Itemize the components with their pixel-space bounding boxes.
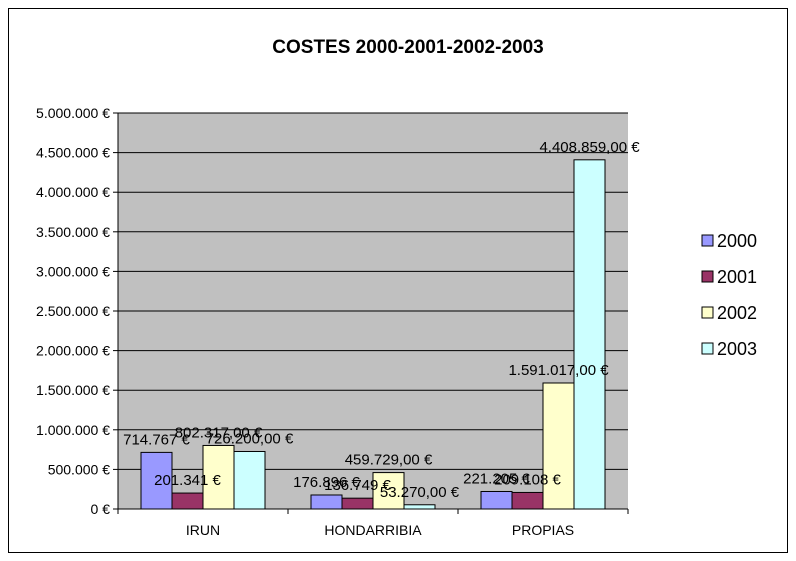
legend-swatch-2000 [701, 234, 714, 247]
data-label: 221.205 € [463, 470, 530, 487]
legend-swatch-2003 [701, 342, 714, 355]
x-tick-label: HONDARRIBIA [324, 522, 422, 538]
bar-2000-propias [480, 490, 513, 510]
data-label: 726.200,00 € [206, 430, 294, 447]
y-tick-label: 1.500.000 € [36, 382, 110, 398]
legend-label-2001: 2001 [717, 267, 757, 287]
y-tick-label: 500.000 € [48, 461, 110, 477]
bar-2000-hondarribia [310, 494, 343, 510]
y-tick-label: 4.500.000 € [36, 145, 110, 161]
legend-label-2003: 2003 [717, 339, 757, 359]
bar-2002-propias [542, 382, 575, 510]
y-tick-label: 2.500.000 € [36, 303, 110, 319]
y-tick-label: 3.000.000 € [36, 263, 110, 279]
legend-label-2000: 2000 [717, 231, 757, 251]
data-label: 201.341 € [154, 472, 221, 489]
y-tick-label: 4.000.000 € [36, 184, 110, 200]
x-tick-label: IRUN [186, 522, 220, 538]
bar-2003-irun [233, 450, 266, 510]
bar-2003-hondarribia [403, 504, 436, 510]
data-label: 1.591.017,00 € [508, 362, 609, 379]
data-label: 136.749 € [324, 477, 391, 494]
bar-2001-propias [511, 491, 544, 510]
legend-swatch-2002 [701, 306, 714, 319]
y-tick-label: 3.500.000 € [36, 224, 110, 240]
legend: 2000 2001 2002 2003 [701, 231, 757, 359]
data-label: 4.408.859,00 € [539, 139, 640, 156]
bar-2000-irun [140, 451, 173, 510]
legend-swatch-2001 [701, 270, 714, 283]
bar-2002-hondarribia [372, 472, 405, 510]
data-label: 176.896 € [293, 474, 360, 491]
y-tick-label: 2.000.000 € [36, 343, 110, 359]
bar-2001-irun [171, 492, 204, 510]
data-label: 714.767 € [123, 431, 190, 448]
y-tick-label: 1.000.000 € [36, 422, 110, 438]
data-label: 459.729,00 € [345, 452, 433, 469]
plot-area: 0 € 500.000 € 1.000.000 € 1.500.000 € 2.000.… [36, 105, 640, 538]
bar-2001-hondarribia [341, 497, 374, 510]
x-tick-label: PROPIAS [512, 522, 574, 538]
data-label: 802.317,00 € [175, 424, 263, 441]
y-tick-label: 0 € [91, 501, 111, 517]
data-label: 209.108 € [494, 471, 561, 488]
bar-2002-irun [202, 444, 235, 510]
data-label: 53.270,00 € [380, 484, 460, 501]
y-tick-label: 5.000.000 € [36, 105, 110, 121]
bar-2003-propias [573, 159, 606, 510]
chart-title: COSTES 2000-2001-2002-2003 [272, 37, 543, 58]
legend-label-2002: 2002 [717, 303, 757, 323]
